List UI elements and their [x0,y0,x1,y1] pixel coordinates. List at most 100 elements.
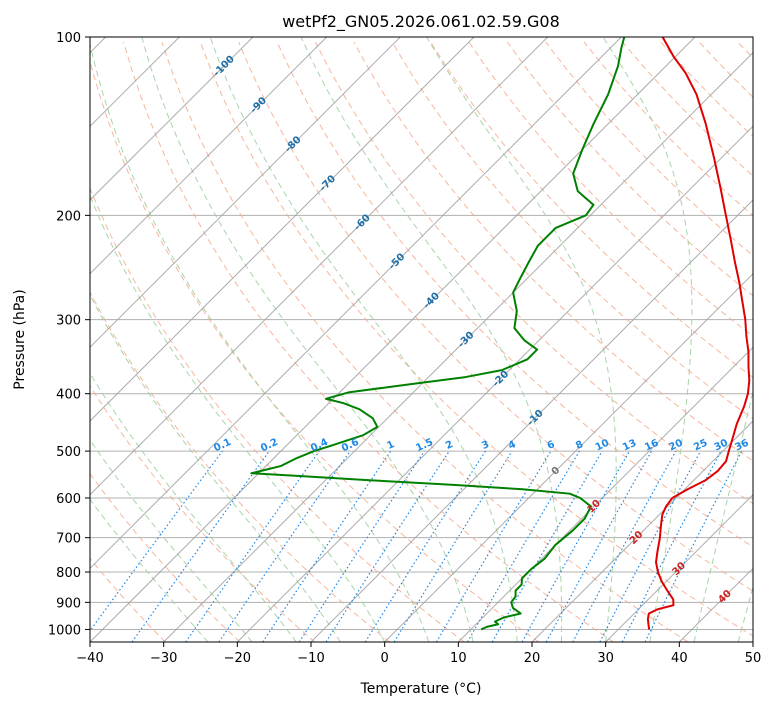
dry-adiabat-line [506,41,753,297]
mixing-ratio-line [364,450,486,642]
isotherm-line [678,567,753,642]
moist-adiabat-line [90,438,253,642]
x-tick-label: −40 [76,651,103,666]
mixing-ratio-label: 25 [692,438,709,454]
y-tick-label: 400 [56,388,81,403]
mixing-ratio-line [90,450,223,632]
chart-title: wetPf2_GN05.2026.061.02.59.G08 [282,12,560,32]
isotherm-line [90,37,549,496]
dry-adiabat-line [545,41,753,257]
dry-adiabat-line [391,41,753,420]
y-axis-title: Pressure (hPa) [12,289,28,389]
isotherm-line [90,37,401,349]
dry-adiabat-line [123,41,614,642]
moist-adiabat-line [426,37,617,642]
dry-adiabat-line [161,41,689,642]
mixing-ratio-label: 1 [385,439,396,452]
x-tick-label: 30 [597,651,614,666]
y-tick-label: 600 [56,492,81,507]
isotherm-line [236,125,753,642]
mixing-ratio-label: 30 [713,438,730,454]
dry-adiabat-line [90,186,465,642]
moist-adiabat-line [300,37,563,642]
moist-adiabat-line [90,294,341,642]
moist-adiabat-line [90,372,297,642]
mixing-ratio-line [435,450,552,642]
isotherm-line [90,37,328,275]
y-tick-label: 700 [56,532,81,547]
dry-adiabat-line [737,41,753,59]
moist-adiabat-line [737,585,753,642]
x-axis-title: Temperature (°C) [360,681,482,697]
dewpoint-profile-line [250,37,626,631]
dry-adiabat-line [90,58,540,642]
mixing-ratio-label: 6 [546,439,557,452]
moist-adiabat-line [90,498,209,642]
isotherm-line [531,420,753,642]
temperature-profile-line [646,37,751,630]
y-tick-label: 100 [56,31,81,46]
isotherm-line [752,641,753,642]
isotherm-label: -10 [525,408,546,429]
x-tick-label: 10 [450,651,467,666]
dry-adiabat-line [622,41,753,177]
mixing-ratio-line [521,450,631,642]
isotherm-line [163,51,753,642]
mixing-ratio-line [393,450,513,642]
mixing-ratio-line [545,450,653,642]
x-tick-label: 20 [524,651,541,666]
isotherm-line [605,493,753,642]
mixing-ratio-line [185,450,320,642]
dry-adiabat-line [430,41,753,378]
dry-adiabat-line [238,41,753,592]
mixing-ratio-label: 3 [480,439,491,452]
isotherm-label: -40 [421,291,442,312]
dry-adiabat-line [199,41,753,637]
moist-adiabat-label: 40 [716,588,734,606]
mixing-ratio-label: 16 [643,438,660,454]
series-layer [250,37,751,631]
mixing-ratio-label: 20 [667,438,684,454]
dry-adiabat-line [353,41,753,462]
y-tick-label: 900 [56,596,81,611]
isotherm-line [90,37,622,570]
x-tick-label: −10 [297,651,324,666]
x-tick-label: 50 [745,651,762,666]
isotherm-line [90,37,254,201]
moist-adiabat-line [90,42,430,642]
moist-adiabat-line [693,389,753,642]
x-tick-label: −30 [150,651,177,666]
axes: −40 −30 −20 −10 0 10 20 30 40 5010020030040050060… [48,31,761,666]
isotherm-line [90,37,696,642]
moist-adiabat-line [90,194,386,642]
plot-frame [89,36,754,643]
moist-adiabat-label: 0 [550,465,563,478]
y-tick-label: 1000 [48,623,81,638]
moist-adiabat-line [141,37,474,642]
moist-adiabat-label: 30 [670,560,688,578]
mixing-ratio-label: 1.5 [414,437,435,454]
background-lines [90,37,753,642]
mixing-ratio-label: 2 [444,439,455,452]
mixing-ratio-label: 36 [733,438,750,454]
x-tick-label: 40 [671,651,688,666]
isotherm-label: -50 [387,252,408,273]
isotherm-line [384,272,753,642]
dry-adiabat-line [276,41,753,548]
mixing-ratio-label: 10 [594,438,611,454]
mixing-ratio-line [644,450,743,642]
y-tick-label: 300 [56,314,81,329]
isotherm-line [90,37,475,422]
dry-adiabat-line [698,41,753,98]
dry-adiabat-line [90,472,241,642]
x-tick-label: −20 [224,651,251,666]
dry-adiabat-line [660,41,753,138]
dry-adiabat-line [468,41,753,337]
y-tick-label: 500 [56,445,81,460]
mixing-ratio-line [131,450,270,642]
mixing-ratio-label: 0.2 [259,437,280,454]
mixing-ratio-line [325,450,450,642]
mixing-ratio-label: 0.6 [340,437,361,454]
dry-adiabat-line [90,384,316,642]
